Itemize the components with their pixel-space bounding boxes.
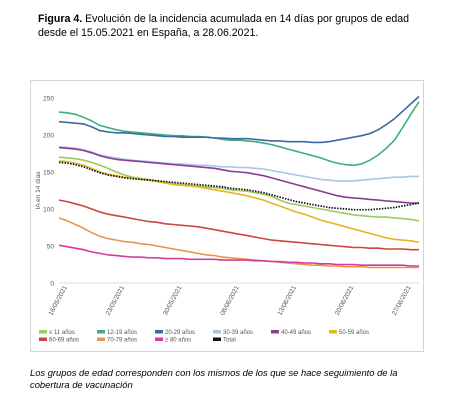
legend-swatch (329, 330, 337, 334)
x-tick-label: 27/06/2021 (391, 284, 413, 316)
series-line (58, 95, 420, 144)
y-tick-label: 50 (47, 244, 55, 251)
line-chart: 0 50 100 150 200 250 IA en 14 días 16/05/2021 23… (35, 95, 420, 344)
y-tick-label: 150 (43, 170, 54, 177)
x-tick-label: 20/06/2021 (334, 284, 356, 316)
y-tick-label: 0 (50, 281, 54, 288)
series-line (58, 199, 419, 251)
legend-label: ≥ 80 años (165, 338, 191, 344)
y-tick-label: 200 (43, 133, 54, 140)
legend-swatch (39, 337, 47, 341)
series-line (58, 161, 420, 211)
chart-frame: 0 50 100 150 200 250 IA en 14 días 16/05/2021 23… (30, 80, 424, 352)
legend-swatch (97, 330, 105, 334)
x-tick-label: 30/05/2021 (162, 284, 184, 316)
legend-swatch (97, 337, 105, 341)
legend-label: 50-59 años (339, 330, 369, 336)
legend-swatch (155, 337, 163, 341)
legend-label: 20-29 años (165, 330, 195, 336)
legend-label: 12-19 años (107, 330, 137, 336)
series-line (58, 156, 420, 222)
legend-label: ≤ 11 años (49, 330, 75, 336)
y-tick-label: 100 (43, 207, 54, 214)
x-tick-label: 16/05/2021 (47, 284, 69, 316)
series-line (58, 244, 419, 267)
series-line (58, 160, 420, 244)
legend-label: 40-49 años (281, 330, 311, 336)
figure-title: Evolución de la incidencia acumulada en … (38, 13, 410, 39)
legend-label: 60-69 años (49, 338, 79, 344)
legend-swatch (39, 330, 47, 334)
legend-swatch (155, 330, 163, 334)
legend-label: Total (223, 338, 236, 344)
x-tick-label: 23/05/2021 (105, 284, 127, 316)
series-line (58, 217, 419, 269)
x-tick-label: 06/06/2021 (219, 284, 241, 316)
series-line (58, 101, 420, 167)
legend-swatch (213, 337, 221, 341)
figure-caption: Figura 4. Evolución de la incidencia acu… (38, 12, 438, 40)
series-line (58, 146, 419, 204)
x-tick-label: 13/06/2021 (277, 284, 299, 316)
y-axis-title: IA en 14 días (35, 171, 42, 210)
footnote: Los grupos de edad corresponden con los … (30, 367, 398, 390)
figure-label: Figura 4. (38, 13, 83, 25)
series-line (58, 146, 419, 182)
legend-swatch (271, 330, 279, 334)
legend-label: 70-79 años (107, 338, 137, 344)
legend-swatch (213, 330, 221, 334)
legend-label: 30-39 años (223, 330, 253, 336)
y-tick-label: 250 (43, 96, 54, 103)
